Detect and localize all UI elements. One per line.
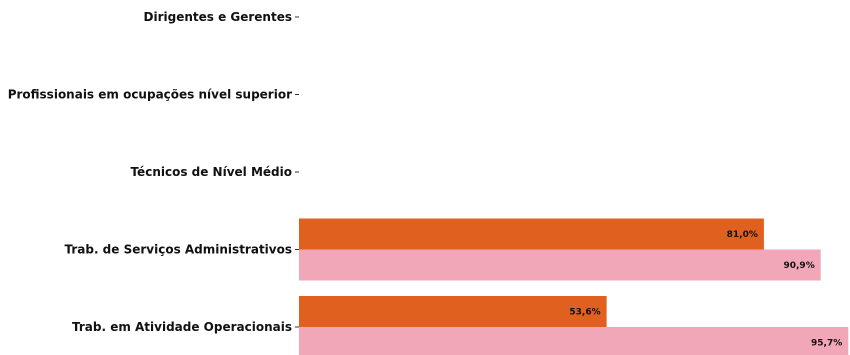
y-axis: Dirigentes e Gerentes Profissionais em oc… (8, 10, 299, 334)
bar-trab-de-servicos-administrativos-series-2 (299, 249, 821, 281)
bar-trab-em-atividade-operacionais-series-2 (299, 327, 849, 355)
data-label-trab-em-atividade-operacionais-series-2: 95,7% (811, 339, 842, 349)
data-label-trab-de-servicos-administrativos-series-2: 90,9% (783, 261, 814, 271)
data-label-trab-em-atividade-operacionais-series-1: 53,6% (569, 308, 600, 318)
bar-trab-de-servicos-administrativos-series-1 (299, 218, 764, 250)
bar-trab-em-atividade-operacionais-series-1 (299, 296, 607, 327)
y-tick-label-dirigentes-e-gerentes: Dirigentes e Gerentes (144, 10, 293, 24)
data-label-trab-de-servicos-administrativos-series-1: 81,0% (727, 230, 758, 240)
y-tick-label-trab-em-atividade-operacionais: Trab. em Atividade Operacionais (72, 320, 292, 334)
y-tick-label-tecnicos-de-nivel-medio: Técnicos de Nível Médio (130, 165, 292, 179)
bars: 81,0% 90,9% 53,6% 95,7% (299, 218, 849, 355)
y-tick-label-profissionais-em-ocupacoes-nivel-superior: Profissionais em ocupações nível superio… (8, 88, 292, 102)
y-tick-label-trab-de-servicos-administrativos: Trab. de Serviços Administrativos (64, 243, 292, 257)
